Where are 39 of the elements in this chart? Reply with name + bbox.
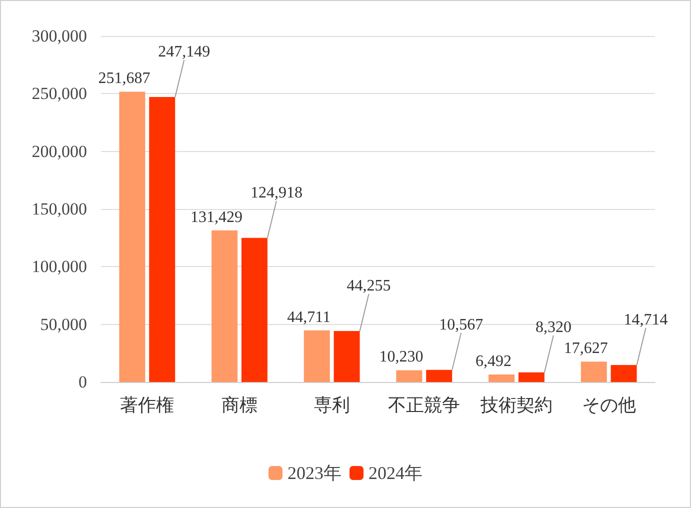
- bar: [426, 370, 452, 382]
- x-tick-label: 不正競争: [388, 395, 460, 415]
- x-tick-label: 専利: [314, 395, 350, 415]
- bar: [518, 372, 544, 382]
- data-label: 131,429: [190, 208, 243, 226]
- x-tick-label: 著作権: [120, 395, 174, 415]
- data-label: 6,492: [476, 353, 512, 370]
- data-label: 14,714: [624, 312, 668, 329]
- data-label: 44,255: [346, 277, 391, 294]
- data-label: 10,230: [379, 348, 424, 366]
- data-label: 8,320: [535, 318, 572, 336]
- y-tick-label: 100,000: [32, 257, 87, 276]
- data-label: 247,149: [158, 43, 210, 60]
- y-tick-label: 200,000: [32, 142, 87, 161]
- data-label: 44,711: [287, 308, 331, 326]
- data-label: 251,687: [98, 70, 150, 88]
- x-tick-label: 技術契約: [480, 395, 552, 415]
- bar: [119, 92, 146, 382]
- bar: [396, 370, 422, 382]
- bar: [488, 374, 515, 382]
- bar: [149, 96, 176, 382]
- data-label: 124,918: [250, 184, 302, 202]
- data-label: 17,627: [564, 340, 608, 358]
- x-tick-label: その他: [582, 395, 636, 415]
- x-tick-label: 商標: [222, 395, 258, 415]
- data-label: 10,567: [439, 316, 484, 334]
- y-tick-label: 0: [78, 372, 87, 392]
- bar: [610, 365, 637, 382]
- bar: [304, 330, 330, 382]
- legend-label: 2024年: [368, 463, 422, 483]
- y-tick-label: 150,000: [32, 200, 87, 218]
- bar: [241, 238, 268, 382]
- y-tick-label: 300,000: [32, 26, 87, 46]
- y-tick-label: 50,000: [40, 314, 87, 334]
- legend-label: 2023年: [288, 463, 342, 483]
- y-tick-label: 250,000: [32, 84, 87, 104]
- bar: [334, 330, 360, 382]
- bar: [580, 362, 607, 382]
- bar: [212, 230, 238, 382]
